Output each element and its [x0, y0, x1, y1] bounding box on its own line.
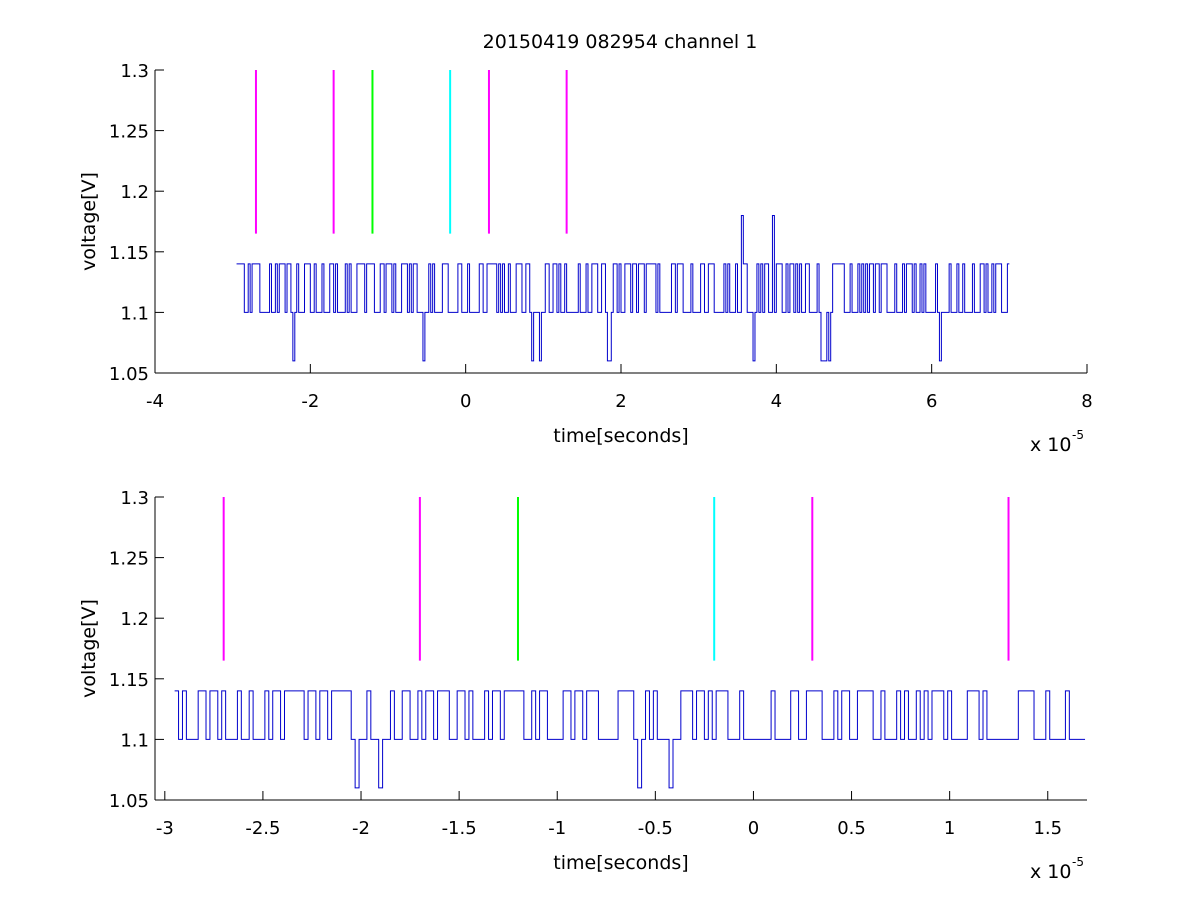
x-exponent-label: x 10 [1030, 434, 1071, 456]
y-axis-label: voltage[V] [78, 172, 100, 271]
y-tick-label: 1.3 [120, 488, 149, 509]
x-tick-label: 1.5 [1033, 818, 1062, 839]
x-tick-label: -2 [301, 391, 319, 412]
x-exponent-label: x 10 [1030, 861, 1071, 883]
x-tick-label: 1 [944, 818, 955, 839]
y-tick-label: 1.1 [120, 303, 149, 324]
x-tick-label: 0 [460, 391, 471, 412]
y-tick-label: 1.2 [120, 182, 149, 203]
y-tick-label: 1.25 [109, 549, 149, 570]
x-tick-label: 2 [615, 391, 626, 412]
x-tick-label: -3 [156, 818, 174, 839]
figure-title: 20150419 082954 channel 1 [483, 31, 758, 53]
x-exponent-power: -5 [1072, 855, 1084, 869]
x-tick-label: -1 [548, 818, 566, 839]
y-tick-label: 1.15 [109, 243, 149, 264]
y-tick-label: 1.25 [109, 122, 149, 143]
y-tick-label: 1.05 [109, 791, 149, 812]
y-tick-label: 1.3 [120, 61, 149, 82]
x-tick-label: -0.5 [638, 818, 673, 839]
x-axis-label: time[seconds] [553, 852, 688, 874]
voltage-trace [236, 214, 1010, 362]
top-plot: 1.05 1.1 1.15 1.2 1.25 1.3 -4 -2 0 2 4 6 8 time[secon… [78, 61, 1093, 456]
y-tick-label: 1.2 [120, 609, 149, 630]
x-tick-label: 0 [748, 818, 759, 839]
y-tick-label: 1.15 [109, 670, 149, 691]
x-tick-label: 0.5 [837, 818, 866, 839]
x-exponent-power: -5 [1072, 428, 1084, 442]
x-tick-label: 4 [771, 391, 782, 412]
x-tick-label: -2.5 [245, 818, 280, 839]
x-axis-label: time[seconds] [553, 425, 688, 447]
bottom-plot: 1.05 1.1 1.15 1.2 1.25 1.3 -3 -2.5 -2 -1.5 -1 -0.5 0… [78, 488, 1087, 883]
x-tick-label: -4 [146, 391, 164, 412]
x-tick-label: -2 [352, 818, 370, 839]
y-tick-label: 1.1 [120, 730, 149, 751]
y-tick-label: 1.05 [109, 364, 149, 385]
voltage-trace [174, 690, 1086, 789]
x-tick-label: 8 [1081, 391, 1092, 412]
x-tick-label: 6 [926, 391, 937, 412]
x-tick-label: -1.5 [442, 818, 477, 839]
y-axis-label: voltage[V] [78, 599, 100, 698]
